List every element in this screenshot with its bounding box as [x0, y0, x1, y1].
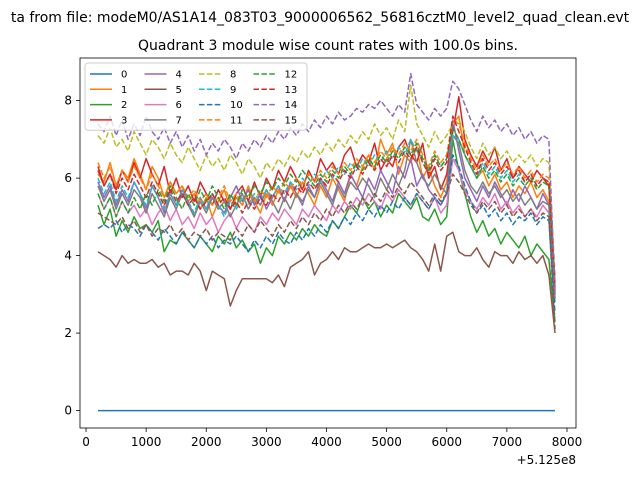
series-group [97, 72, 556, 412]
x-tick-label: 4000 [311, 435, 342, 449]
legend-label-6: 6 [176, 100, 182, 111]
y-tick-label: 0 [64, 404, 72, 418]
y-tick-label: 4 [64, 249, 72, 263]
series-line-8 [97, 84, 556, 276]
y-tick-label: 2 [64, 326, 72, 340]
series-line-12 [97, 126, 556, 287]
legend-label-13: 13 [285, 85, 298, 96]
x-tick-label: 5000 [371, 435, 402, 449]
legend-label-1: 1 [121, 85, 127, 96]
series-line-15 [97, 173, 556, 330]
x-tick-label: 1000 [131, 435, 162, 449]
legend-label-5: 5 [176, 85, 182, 96]
series-line-9 [97, 134, 556, 279]
legend-label-15: 15 [285, 115, 298, 126]
y-tick-label: 6 [64, 171, 72, 185]
legend-label-8: 8 [230, 70, 236, 81]
legend-label-4: 4 [176, 70, 182, 81]
legend-label-11: 11 [230, 115, 243, 126]
series-line-2 [97, 138, 556, 322]
legend-label-9: 9 [230, 85, 236, 96]
series-line-6 [97, 157, 556, 299]
chart-title: Quadrant 3 module wise count rates with … [138, 38, 518, 54]
x-tick-label: 8000 [552, 435, 583, 449]
y-tick-label: 8 [64, 94, 72, 108]
legend-label-7: 7 [176, 115, 182, 126]
x-tick-label: 7000 [492, 435, 523, 449]
series-line-11 [97, 119, 556, 283]
legend-label-14: 14 [285, 100, 298, 111]
x-tick-label: 2000 [191, 435, 222, 449]
series-line-10 [97, 154, 556, 314]
legend-label-0: 0 [121, 70, 127, 81]
series-line-13 [97, 115, 556, 287]
legend-box [84, 62, 308, 131]
series-line-14 [97, 72, 556, 295]
axes-frame [79, 57, 577, 429]
chart-suptitle: ta from file: modeM0/AS1A14_083T03_90000… [11, 10, 630, 26]
legend-label-3: 3 [121, 115, 127, 126]
x-tick-label: 3000 [251, 435, 282, 449]
legend-label-12: 12 [285, 70, 298, 81]
plot-area: 0 1000 2000 3000 4000 5000 6000 7000 8000 0 2 4 6 8 +5… [64, 57, 583, 467]
series-line-7 [97, 134, 556, 303]
x-offset-label: +5.125e8 [517, 453, 576, 467]
legend-label-2: 2 [121, 100, 127, 111]
legend-label-10: 10 [230, 100, 243, 111]
series-line-5 [97, 231, 556, 334]
x-tick-label: 6000 [431, 435, 462, 449]
x-tick-label: 0 [82, 435, 90, 449]
